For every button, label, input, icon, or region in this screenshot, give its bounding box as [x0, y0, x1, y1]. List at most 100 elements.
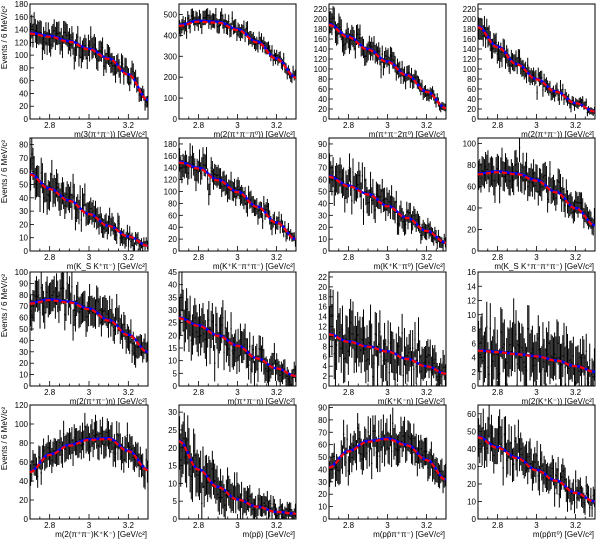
y-tick-label: 200 [164, 73, 178, 82]
x-tick-label: 3.2 [271, 388, 283, 397]
x-tick-label: 3.2 [271, 521, 283, 530]
plot-frame [29, 404, 149, 520]
panel-2: 0 100 200 300 400 500 2.8 3 3.2m(2(π⁺π⁻π⁰)) [GeV… [164, 3, 297, 139]
x-tick-label: 3.2 [570, 253, 582, 262]
x-tick-label: 3 [385, 121, 390, 130]
fit-curve [30, 172, 148, 247]
y-tick-label: 0 [24, 247, 29, 256]
background-curve [478, 171, 595, 227]
y-tick-label: 50 [318, 453, 327, 462]
background-curve [179, 20, 296, 79]
y-tick-label: 500 [164, 10, 178, 19]
y-tick-label: 40 [19, 194, 28, 203]
y-tick-label: 160 [15, 13, 29, 22]
y-tick-label: 200 [463, 15, 477, 24]
y-tick-label: 60 [467, 182, 476, 191]
y-tick-label: 220 [314, 5, 328, 14]
x-axis-label: m(pp̄π⁺π⁻) [GeV/c²] [373, 530, 445, 539]
y-tick-label: 40 [19, 336, 28, 345]
y-tick-label: 20 [168, 331, 177, 340]
y-tick-label: 160 [463, 35, 477, 44]
x-axis-label: m(pp̄) [GeV/c²] [243, 530, 295, 539]
x-tick-label: 2.8 [343, 388, 355, 397]
y-tick-label: 100 [463, 65, 477, 74]
y-tick-label: 20 [19, 220, 28, 229]
x-tick-label: 3.2 [123, 121, 135, 130]
x-tick-label: 3 [87, 521, 92, 530]
x-tick-label: 3.2 [421, 521, 433, 530]
y-tick-label: 10 [467, 497, 476, 506]
y-tick-label: 60 [19, 458, 28, 467]
panel-6: 0 20 40 60 80 100 120 140 160 180 2.8 3 3.2m(K⁺K⁻π⁺π… [164, 137, 297, 271]
x-tick-label: 3 [87, 388, 92, 397]
background-curve [179, 317, 296, 378]
x-tick-label: 2.8 [193, 121, 205, 130]
y-tick-label: 20 [19, 496, 28, 505]
y-tick-label: 40 [168, 281, 177, 290]
y-tick-label: 14 [318, 313, 327, 322]
y-tick-label: 60 [467, 410, 476, 419]
y-tick-label: 80 [168, 199, 177, 208]
y-tick-label: 2 [472, 368, 477, 377]
y-tick-label: 30 [19, 207, 28, 216]
y-tick-label: 100 [164, 188, 178, 197]
y-tick-label: 20 [318, 223, 327, 232]
x-tick-label: 3.2 [570, 388, 582, 397]
x-tick-label: 3.2 [271, 121, 283, 130]
x-axis-label: m(π⁺π⁻η) [GeV/c²] [228, 397, 296, 406]
panel-13: 0 20 40 60 80 100 120 2.8 3 3.2m(2(π⁺π⁻)K⁺K⁻) [Ge… [0, 401, 149, 539]
panel-16: 0 10 20 30 40 50 60 2.8 3 3.2m(pp̄π⁰) [GeV/c²] [467, 404, 596, 539]
y-tick-label: 50 [19, 325, 28, 334]
x-tick-label: 2.8 [44, 121, 56, 130]
background-curve [30, 173, 148, 247]
y-tick-label: 140 [15, 26, 29, 35]
plot-frame [29, 271, 149, 387]
y-tick-label: 0 [323, 515, 328, 524]
y-tick-label: 20 [467, 480, 476, 489]
x-axis-label: m(K_S K⁺π⁻π⁺π⁻) [GeV/c²] [494, 262, 594, 271]
y-tick-label: 20 [318, 283, 327, 292]
y-tick-label: 120 [164, 176, 178, 185]
y-tick-label: 120 [314, 55, 328, 64]
y-tick-label: 80 [318, 416, 327, 425]
y-tick-label: 8 [472, 325, 477, 334]
y-tick-label: 10 [19, 234, 28, 243]
y-tick-label: 15 [168, 462, 177, 471]
x-tick-label: 3.2 [421, 388, 433, 397]
y-tick-label: 10 [318, 503, 327, 512]
y-tick-label: 4 [472, 354, 477, 363]
y-tick-label: 22 [318, 273, 327, 282]
x-axis-label: m(2(π⁺π⁻)K⁺K⁻) [GeV/c²] [55, 530, 147, 539]
y-tick-label: 80 [19, 64, 28, 73]
y-tick-label: 30 [318, 478, 327, 487]
y-tick-label: 200 [314, 15, 328, 24]
y-tick-label: 10 [168, 357, 177, 366]
y-axis-label: Events / 6 MeV/c² [0, 140, 9, 203]
panel-14: 0 5 10 15 20 25 30 2.8 3 3.2m(pp̄) [GeV/c²] [168, 404, 297, 539]
x-axis-label: m(2(π⁺π⁻)) [GeV/c²] [521, 130, 594, 139]
y-tick-label: 60 [318, 85, 327, 94]
plot-frame [178, 137, 297, 252]
y-tick-label: 80 [19, 439, 28, 448]
y-tick-label: 18 [318, 293, 327, 302]
y-tick-label: 30 [19, 348, 28, 357]
y-tick-label: 20 [467, 105, 476, 114]
y-tick-label: 8 [323, 342, 328, 351]
x-tick-label: 3 [235, 121, 240, 130]
y-tick-label: 0 [173, 515, 178, 524]
fit-curve [179, 160, 296, 241]
panel-1: 0 20 40 60 80 100 120 140 160 180 2.8 3 3.2m(3(π⁺π⁻)… [0, 0, 149, 139]
y-tick-label: 90 [19, 279, 28, 288]
y-tick-label: 90 [318, 140, 327, 149]
y-tick-label: 12 [318, 323, 327, 332]
x-tick-label: 2.8 [44, 253, 56, 262]
y-tick-label: 0 [24, 515, 29, 524]
plot-frame [328, 137, 447, 252]
y-tick-label: 0 [472, 382, 477, 391]
x-tick-label: 3.2 [123, 521, 135, 530]
y-tick-label: 80 [467, 161, 476, 170]
plot-frame [328, 271, 447, 387]
y-tick-label: 160 [314, 35, 328, 44]
x-axis-label: m(2(K⁺K⁻)) [GeV/c²] [522, 397, 594, 406]
